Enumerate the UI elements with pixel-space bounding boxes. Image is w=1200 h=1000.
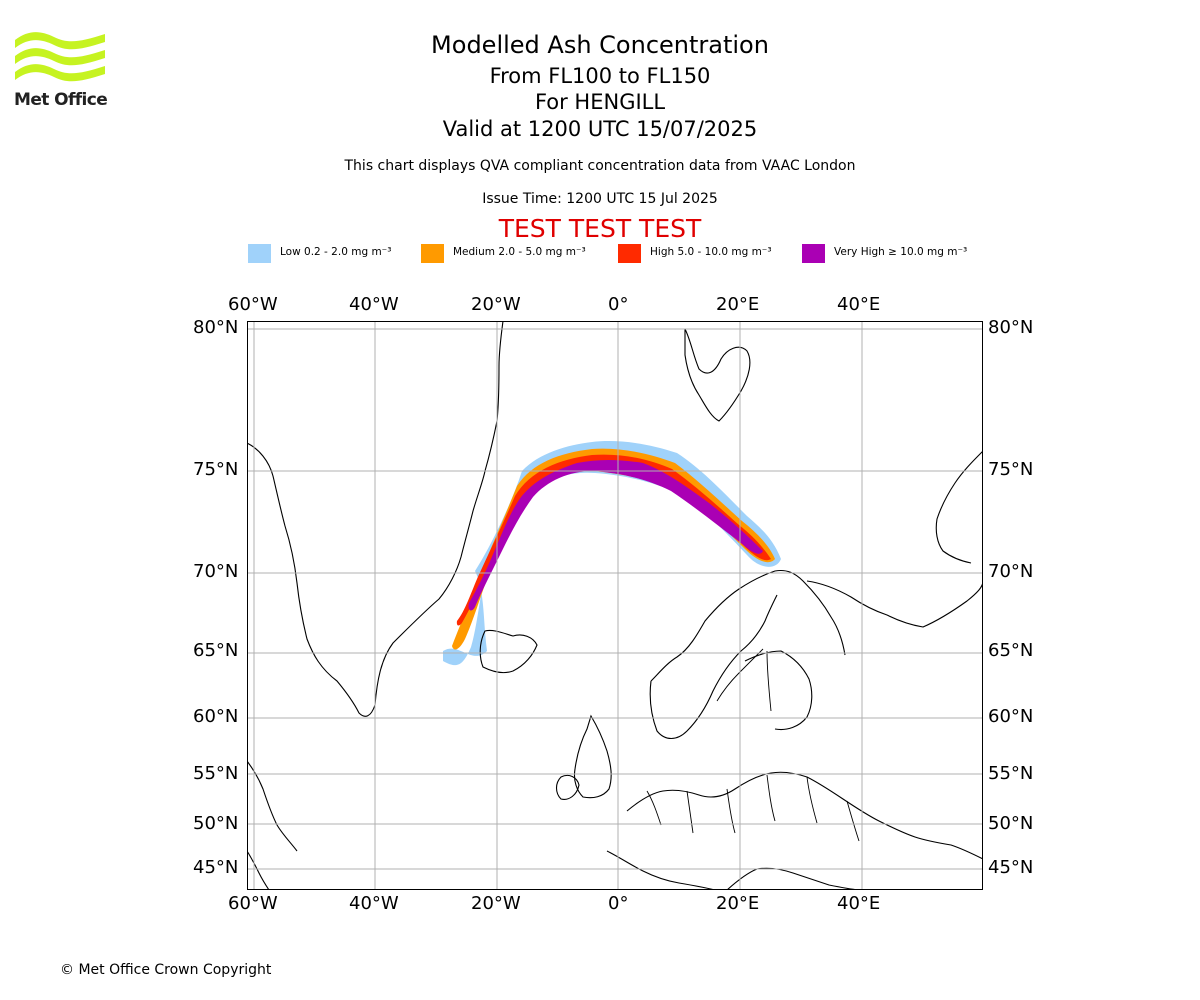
- legend-label-very-high: Very High ≥ 10.0 mg m⁻³: [834, 246, 968, 258]
- test-banner: TEST TEST TEST: [498, 214, 702, 243]
- met-office-logo-waves: [15, 32, 105, 82]
- map-frame: [247, 321, 983, 890]
- lat-label-right-75n: 75°N: [988, 459, 1034, 480]
- lat-label-right-55n: 55°N: [988, 763, 1034, 784]
- coastline-kola-white-sea: [806, 580, 983, 628]
- chart-description: This chart displays QVA compliant concen…: [344, 158, 856, 174]
- ash-plume-very-high: [468, 460, 763, 611]
- legend-label-low: Low 0.2 - 2.0 mg m⁻³: [280, 246, 392, 258]
- volcano-name: For HENGILL: [534, 90, 666, 114]
- ash-map: [247, 321, 983, 890]
- lon-label-top-0: 0°: [608, 294, 629, 315]
- coastline-norway-coast: [650, 569, 846, 682]
- lon-label-top-20e: 20°E: [716, 294, 760, 315]
- lon-label-top-20w: 20°W: [471, 294, 521, 315]
- coastline-uk: [573, 714, 612, 799]
- lon-label-bottom-40e: 40°E: [837, 893, 881, 914]
- coastline-scandinavia-south: [649, 594, 778, 740]
- lat-label-left-70n: 70°N: [193, 561, 239, 582]
- issue-time: Issue Time: 1200 UTC 15 Jul 2025: [482, 191, 718, 207]
- coastline-finland: [744, 650, 813, 731]
- legend-label-medium: Medium 2.0 - 5.0 mg m⁻³: [453, 246, 586, 258]
- legend-swatch-low: [248, 244, 271, 263]
- valid-time: Valid at 1200 UTC 15/07/2025: [442, 117, 758, 141]
- lat-label-left-45n: 45°N: [193, 857, 239, 878]
- coastline-iceland: [479, 629, 538, 674]
- lat-label-left-65n: 65°N: [193, 640, 239, 661]
- legend-swatch-high: [618, 244, 641, 263]
- coastlines: [247, 321, 983, 890]
- coastline-ireland: [555, 774, 580, 800]
- lat-label-left-60n: 60°N: [193, 706, 239, 727]
- coastline-svalbard: [684, 328, 751, 422]
- lat-label-right-65n: 65°N: [988, 640, 1034, 661]
- lon-label-top-40e: 40°E: [837, 294, 881, 315]
- coastline-borders-europe: [646, 774, 860, 842]
- legend-swatch-medium: [421, 244, 444, 263]
- lat-label-left-55n: 55°N: [193, 763, 239, 784]
- lat-label-left-75n: 75°N: [193, 459, 239, 480]
- coastline-southern-europe: [606, 850, 860, 890]
- lon-label-bottom-20e: 20°E: [716, 893, 760, 914]
- copyright-notice: © Met Office Crown Copyright: [60, 962, 272, 978]
- lat-label-left-80n: 80°N: [193, 317, 239, 338]
- legend-label-high: High 5.0 - 10.0 mg m⁻³: [650, 246, 772, 258]
- map-background: [247, 321, 983, 890]
- chart-title: Modelled Ash Concentration: [431, 31, 769, 59]
- lon-label-top-40w: 40°W: [349, 294, 399, 315]
- lat-label-right-70n: 70°N: [988, 561, 1034, 582]
- lat-label-left-50n: 50°N: [193, 813, 239, 834]
- lon-label-bottom-20w: 20°W: [471, 893, 521, 914]
- lat-label-right-80n: 80°N: [988, 317, 1034, 338]
- coastline-greenland: [247, 321, 504, 717]
- gridlines: [247, 321, 983, 890]
- ash-map-svg: [247, 321, 983, 890]
- lon-label-top-60w: 60°W: [228, 294, 278, 315]
- ash-plume: [443, 441, 781, 666]
- lat-label-right-45n: 45°N: [988, 857, 1034, 878]
- lon-label-bottom-40w: 40°W: [349, 893, 399, 914]
- coastline-borders-scandinavia: [716, 648, 772, 712]
- lon-label-bottom-0: 0°: [608, 893, 629, 914]
- lat-label-right-50n: 50°N: [988, 813, 1034, 834]
- met-office-logo: Met Office: [14, 28, 110, 114]
- coastline-novaya-zemlya: [935, 450, 983, 564]
- lon-label-bottom-60w: 60°W: [228, 893, 278, 914]
- flight-level-range: From FL100 to FL150: [489, 64, 711, 88]
- lat-label-right-60n: 60°N: [988, 706, 1034, 727]
- legend-swatch-very-high: [802, 244, 825, 263]
- logo-text: Met Office: [14, 90, 108, 110]
